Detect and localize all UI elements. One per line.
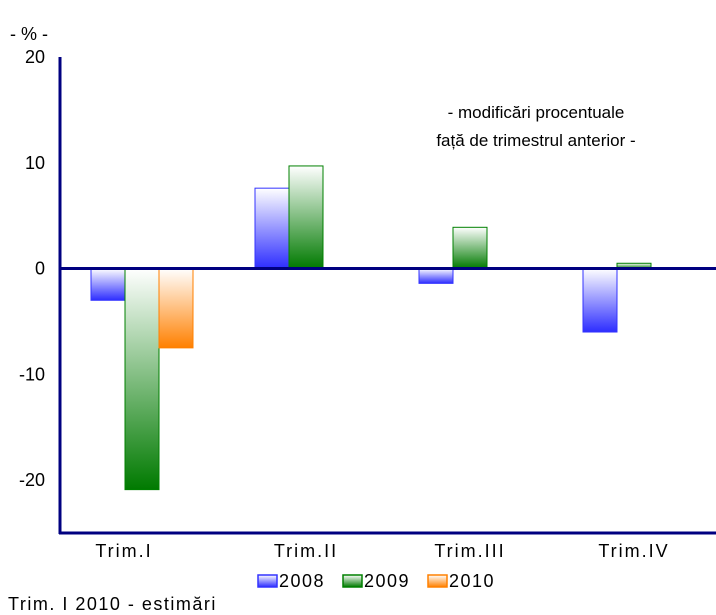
legend-swatch-2009 <box>342 574 363 588</box>
bar-2008-trim-i <box>90 268 126 301</box>
bar-2008-trim-iii <box>418 268 454 284</box>
bar-2009-trim-iii <box>452 226 488 270</box>
legend-swatch-2008 <box>257 574 278 588</box>
bar-2008-trim-iv <box>582 268 618 333</box>
y-tick-label: 10 <box>25 153 45 173</box>
y-tick-label: 20 <box>25 47 45 67</box>
x-tick-label: Trim.II <box>274 541 338 561</box>
annotation-line-2: față de trimestrul anterior - <box>436 131 635 150</box>
x-tick-label: Trim.III <box>434 541 505 561</box>
legend-label-2008: 2008 <box>279 571 325 591</box>
footnote: Trim. I 2010 - estimări <box>8 594 217 614</box>
legend: 2008 2009 2010 <box>257 571 495 591</box>
legend-label-2009: 2009 <box>364 571 410 591</box>
bar-2008-trim-ii <box>254 187 290 270</box>
legend-swatch-2010 <box>427 574 448 588</box>
x-axis-labels: Trim.I Trim.II Trim.III Trim.IV <box>95 541 669 561</box>
y-axis-ticks: 20 10 0 -10 -20 <box>19 47 45 490</box>
legend-label-2010: 2010 <box>449 571 495 591</box>
x-tick-label: Trim.IV <box>598 541 669 561</box>
y-tick-label: -20 <box>19 470 45 490</box>
y-tick-label: -10 <box>19 364 45 384</box>
bars <box>90 165 652 491</box>
x-tick-label: Trim.I <box>95 541 152 561</box>
bar-2010-trim-i <box>158 268 194 349</box>
bar-2009-trim-i <box>124 268 160 491</box>
y-tick-label: 0 <box>35 259 45 279</box>
annotation-line-1: - modificări procentuale <box>448 103 625 122</box>
bar-2009-trim-ii <box>288 165 324 270</box>
unit-label: - % - <box>10 24 48 44</box>
